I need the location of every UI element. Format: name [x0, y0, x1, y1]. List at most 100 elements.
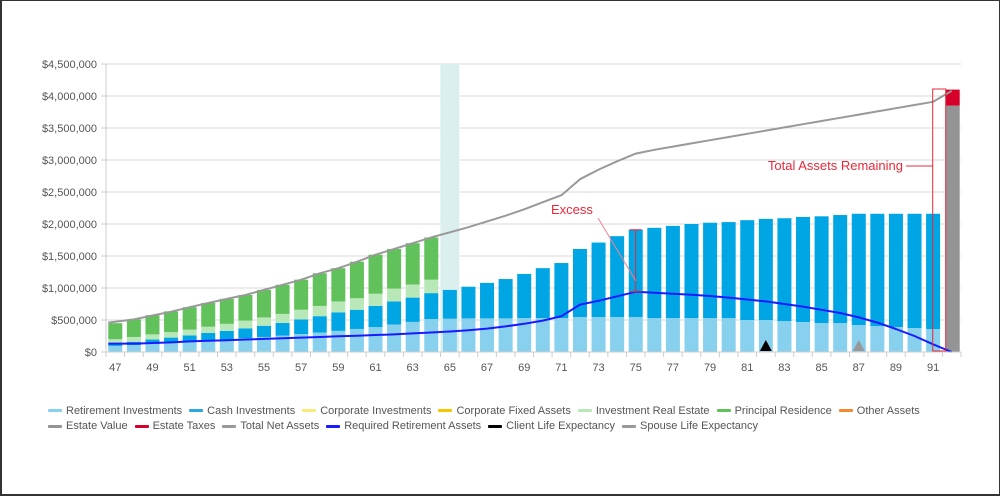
retirement-age-highlight	[440, 64, 460, 352]
legend-label: Estate Taxes	[152, 420, 216, 432]
bar-retirement-investments	[796, 321, 811, 352]
y-tick-label: $4,000,000	[42, 91, 97, 103]
legend-item-retirement-investments[interactable]: Retirement Investments	[48, 404, 182, 418]
bar-cash-investments	[665, 225, 680, 319]
legend-item-estate-value[interactable]: Estate Value	[48, 419, 128, 433]
bar-investment-real-estate	[108, 339, 123, 344]
x-tick-label: 51	[184, 362, 196, 374]
bar-cash-investments	[182, 335, 197, 343]
bar-retirement-investments	[647, 318, 662, 352]
bar-cash-investments	[610, 236, 625, 317]
bar-retirement-investments	[182, 342, 197, 352]
bar-investment-real-estate	[145, 334, 160, 340]
bar-retirement-investments	[888, 326, 903, 352]
bar-cash-investments	[238, 328, 253, 339]
legend-item-required-retirement-assets[interactable]: Required Retirement Assets	[326, 419, 481, 433]
life-expectancy-markers	[759, 340, 865, 351]
bar-cash-investments	[647, 227, 662, 319]
bar-retirement-investments	[368, 327, 383, 352]
bar-cash-investments	[442, 289, 457, 319]
bar-cash-investments	[870, 213, 885, 327]
y-tick-label: $3,000,000	[42, 155, 97, 167]
bar-investment-real-estate	[256, 317, 271, 326]
y-tick-label: $3,500,000	[42, 123, 97, 135]
legend-swatch	[438, 409, 453, 412]
x-tick-label: 67	[481, 362, 493, 374]
bar-retirement-investments	[164, 343, 179, 352]
legend-item-other-assets[interactable]: Other Assets	[838, 404, 920, 418]
bar-investment-real-estate	[164, 332, 179, 338]
bar-retirement-investments	[498, 318, 513, 352]
bar-retirement-investments	[628, 316, 643, 352]
x-tick-label: 79	[704, 362, 716, 374]
annotations: Excess Total Assets Remaining	[551, 88, 947, 352]
bar-principal-residence	[108, 323, 123, 340]
legend-item-total-net-assets[interactable]: Total Net Assets	[222, 419, 319, 433]
legend-swatch	[189, 409, 204, 412]
legend-swatch	[48, 409, 62, 412]
bar-retirement-investments	[851, 324, 866, 352]
bar-retirement-investments	[256, 336, 271, 352]
bar-cash-investments	[108, 343, 123, 346]
bar-principal-residence	[164, 311, 179, 333]
bar-investment-real-estate	[405, 284, 420, 298]
bar-retirement-investments	[349, 328, 364, 352]
x-tick-label: 61	[369, 362, 381, 374]
legend-label: Other Assets	[856, 404, 920, 417]
bar-investment-real-estate	[387, 288, 402, 302]
bar-cash-investments	[814, 216, 829, 324]
legend-swatch	[302, 409, 317, 412]
bar-cash-investments	[164, 337, 179, 344]
bar-cash-investments	[145, 339, 160, 344]
bar-cash-investments	[480, 282, 495, 319]
bar-cash-investments	[721, 222, 736, 319]
bar-retirement-investments	[238, 338, 253, 352]
legend-item-client-life-expectancy[interactable]: Client Life Expectancy	[488, 419, 615, 433]
legend-item-corporate-investments[interactable]: Corporate Investments	[302, 404, 431, 418]
bar-cash-investments	[387, 301, 402, 325]
legend-label: Retirement Investments	[66, 404, 183, 417]
bar-cash-investments	[591, 242, 606, 317]
x-tick-label: 65	[444, 362, 456, 374]
x-tick-label: 71	[555, 362, 567, 374]
bar-retirement-investments	[517, 318, 532, 352]
legend-label: Required Retirement Assets	[344, 420, 482, 432]
bar-cash-investments	[275, 322, 290, 336]
bar-cash-investments	[294, 319, 309, 335]
bar-principal-residence	[424, 237, 439, 280]
bar-retirement-investments	[833, 323, 848, 352]
y-tick-label: $4,500,000	[42, 59, 97, 71]
legend-item-investment-real-estate[interactable]: Investment Real Estate	[577, 404, 710, 418]
x-tick-label: 87	[853, 362, 865, 374]
bar-cash-investments	[851, 213, 866, 325]
bar-estate-value	[945, 105, 960, 352]
bar-principal-residence	[219, 298, 234, 324]
bar-estate-taxes	[945, 89, 960, 106]
y-tick-label: $1,000,000	[42, 283, 97, 295]
legend-item-estate-taxes[interactable]: Estate Taxes	[134, 419, 216, 433]
legend-swatch	[48, 424, 62, 428]
legend-label: Estate Value	[66, 420, 128, 432]
legend-item-corporate-fixed-assets[interactable]: Corporate Fixed Assets	[438, 404, 571, 418]
bar-cash-investments	[684, 224, 699, 319]
x-tick-label: 77	[667, 362, 679, 374]
legend-swatch	[222, 424, 237, 428]
bar-principal-residence	[349, 261, 364, 299]
bar-retirement-investments	[610, 316, 625, 352]
bar-cash-investments	[201, 332, 216, 341]
bar-investment-real-estate	[126, 336, 141, 342]
x-tick-label: 53	[221, 362, 233, 374]
bar-retirement-investments	[219, 339, 234, 352]
total-assets-remaining-bracket	[932, 88, 947, 352]
legend-item-principal-residence[interactable]: Principal Residence	[716, 404, 832, 418]
bar-cash-investments	[331, 312, 346, 331]
bar-cash-investments	[777, 218, 792, 322]
y-tick-label: $0	[85, 347, 97, 359]
legend-item-cash-investments[interactable]: Cash Investments	[189, 404, 295, 418]
bar-principal-residence	[238, 295, 253, 321]
bar-investment-real-estate	[312, 305, 327, 317]
bar-retirement-investments	[907, 328, 922, 352]
bar-cash-investments	[833, 215, 848, 324]
bar-retirement-investments	[870, 326, 885, 352]
legend-item-spouse-life-expectancy[interactable]: Spouse Life Expectancy	[622, 419, 758, 433]
